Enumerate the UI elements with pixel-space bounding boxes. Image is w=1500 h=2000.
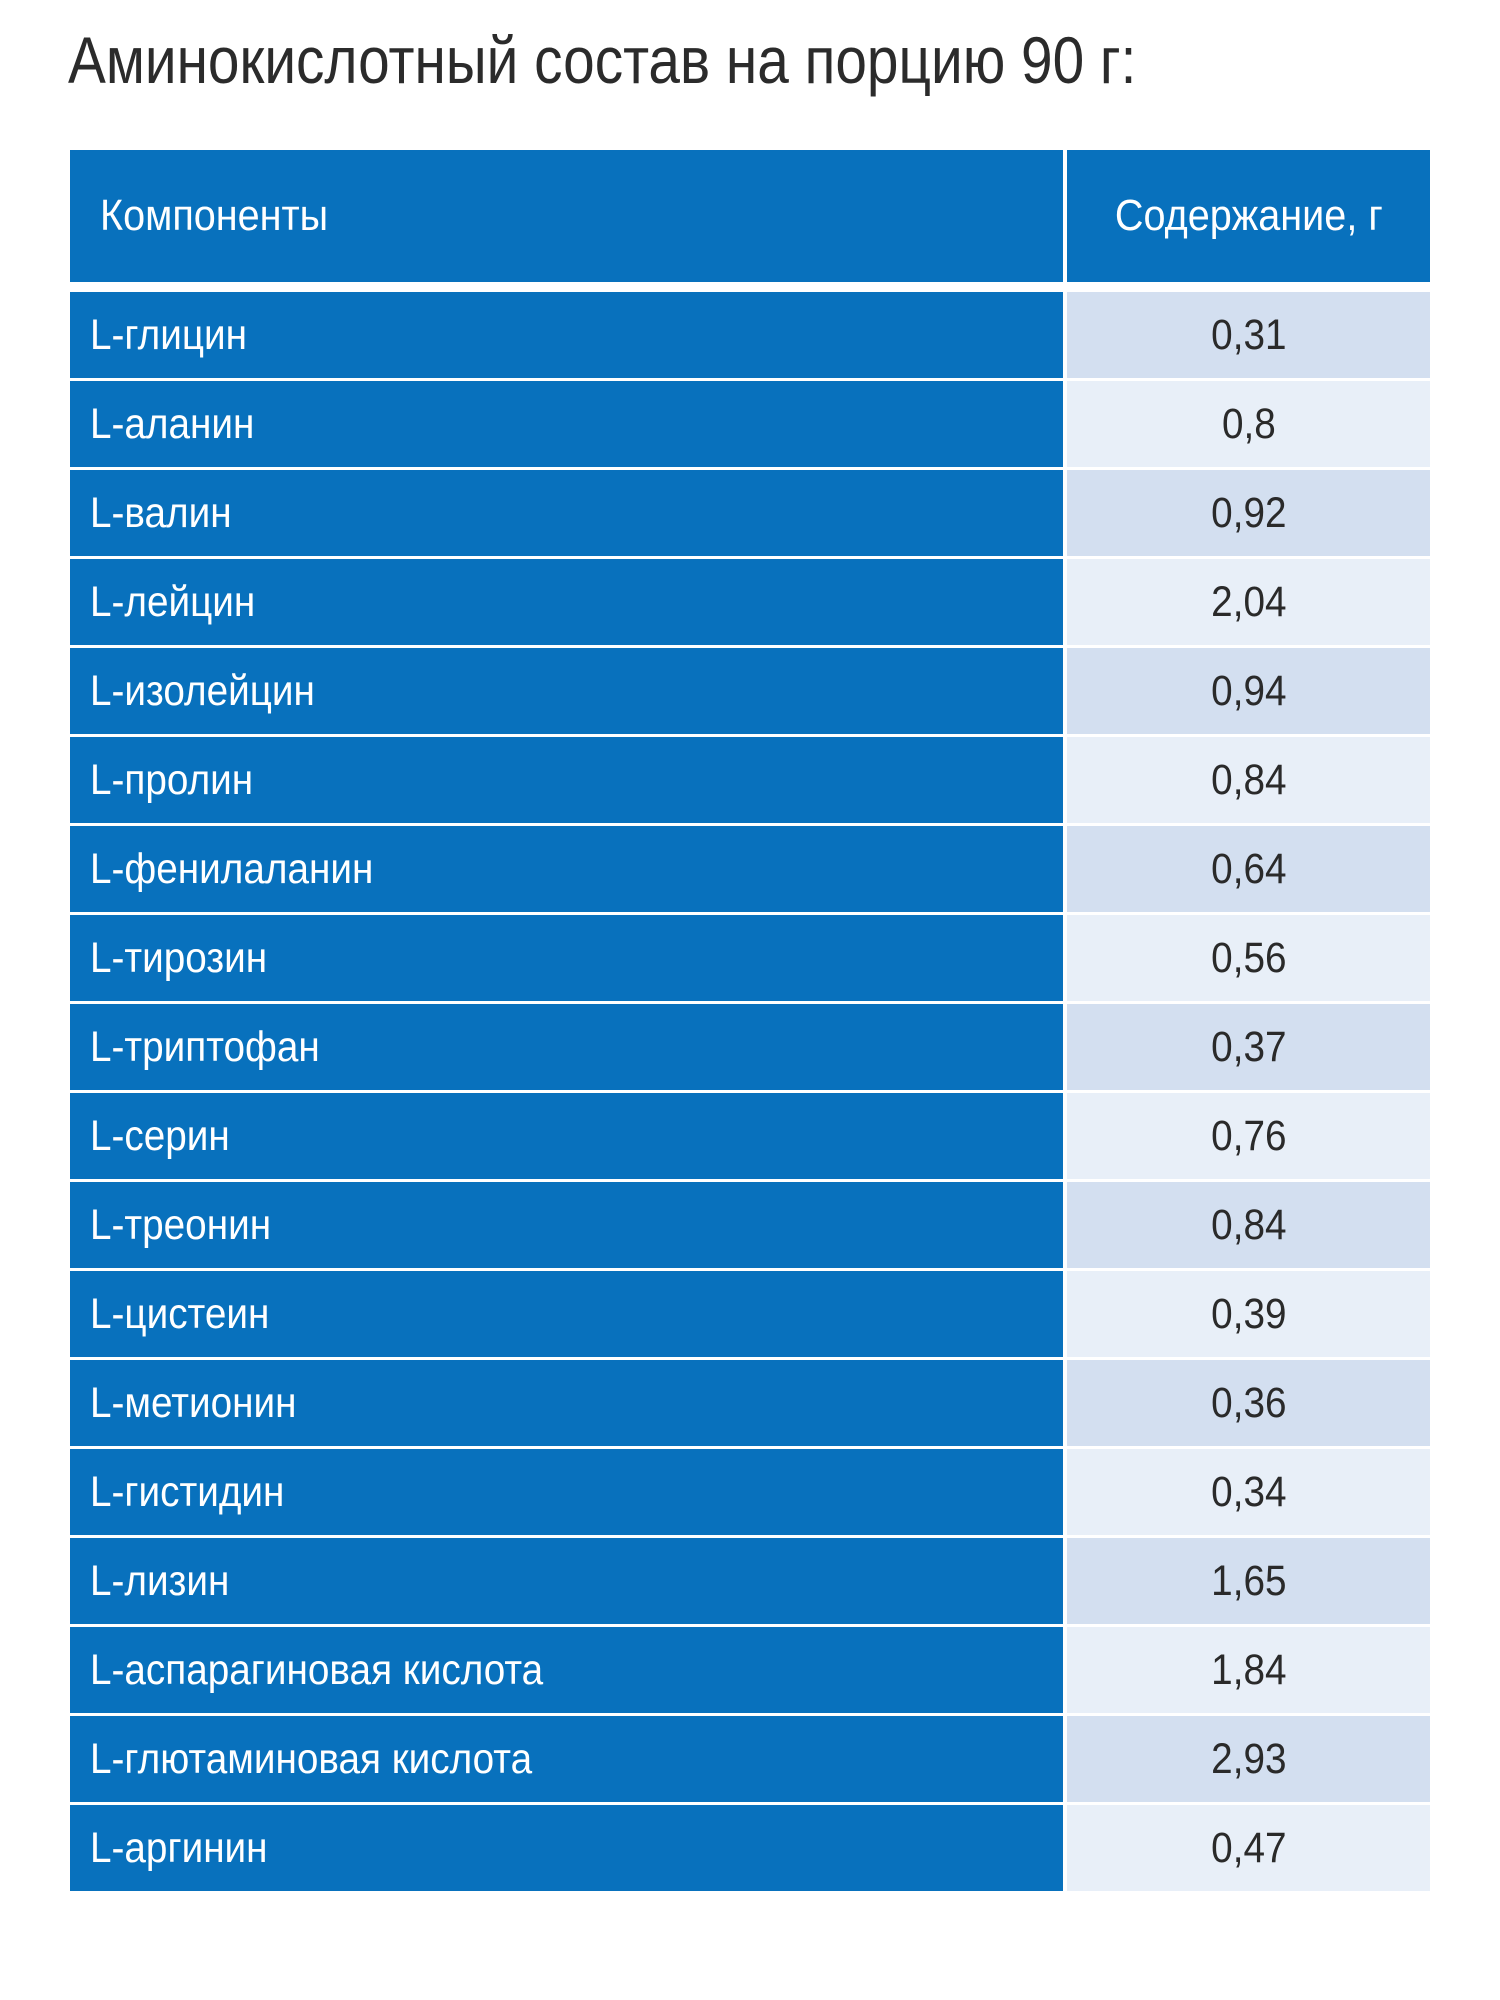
table-row: L-метионин 0,36 <box>70 1360 1430 1446</box>
table-row: L-серин 0,76 <box>70 1093 1430 1179</box>
component-name: L-аланин <box>90 399 255 448</box>
component-name-cell: L-лейцин <box>70 559 1063 645</box>
table-row: L-глютаминовая кислота 2,93 <box>70 1716 1430 1802</box>
component-value-cell: 0,36 <box>1067 1360 1430 1446</box>
component-name: L-метионин <box>90 1378 297 1427</box>
component-name: L-глютаминовая кислота <box>90 1734 533 1783</box>
component-name-cell: L-фенилаланин <box>70 826 1063 912</box>
table-row: L-аспарагиновая кислота 1,84 <box>70 1627 1430 1713</box>
component-value-cell: 0,94 <box>1067 648 1430 734</box>
component-value: 0,84 <box>1210 1200 1287 1249</box>
page-title: Аминокислотный состав на порцию 90 г: <box>68 23 1137 97</box>
component-value: 0,84 <box>1210 755 1287 804</box>
component-value-cell: 1,65 <box>1067 1538 1430 1624</box>
component-value-cell: 0,84 <box>1067 737 1430 823</box>
table-row: L-лейцин 2,04 <box>70 559 1430 645</box>
component-value-cell: 0,84 <box>1067 1182 1430 1268</box>
component-value: 0,31 <box>1210 310 1287 359</box>
table-row: L-фенилаланин 0,64 <box>70 826 1430 912</box>
component-name-cell: L-треонин <box>70 1182 1063 1268</box>
component-name: L-треонин <box>90 1200 272 1249</box>
component-name: L-серин <box>90 1111 230 1160</box>
component-value-cell: 2,04 <box>1067 559 1430 645</box>
table-row: L-пролин 0,84 <box>70 737 1430 823</box>
component-name-cell: L-аспарагиновая кислота <box>70 1627 1063 1713</box>
header-components: Компоненты <box>70 150 1063 282</box>
component-value: 0,37 <box>1210 1022 1287 1071</box>
component-value-cell: 1,84 <box>1067 1627 1430 1713</box>
component-value: 0,36 <box>1210 1378 1287 1427</box>
table-row: L-лизин 1,65 <box>70 1538 1430 1624</box>
component-value: 0,34 <box>1210 1467 1287 1516</box>
component-name: L-валин <box>90 488 232 537</box>
component-value: 0,92 <box>1210 488 1287 537</box>
component-name: L-лизин <box>90 1556 230 1605</box>
component-name-cell: L-аланин <box>70 381 1063 467</box>
component-value: 0,39 <box>1210 1289 1287 1338</box>
component-name-cell: L-аргинин <box>70 1805 1063 1891</box>
component-value: 1,84 <box>1210 1645 1287 1694</box>
component-name-cell: L-метионин <box>70 1360 1063 1446</box>
component-name: L-аргинин <box>90 1823 268 1872</box>
component-name-cell: L-лизин <box>70 1538 1063 1624</box>
table-row: L-гистидин 0,34 <box>70 1449 1430 1535</box>
component-value: 1,65 <box>1210 1556 1287 1605</box>
component-value: 2,93 <box>1210 1734 1287 1783</box>
component-value-cell: 2,93 <box>1067 1716 1430 1802</box>
component-value: 0,64 <box>1210 844 1287 893</box>
table-row: L-аланин 0,8 <box>70 381 1430 467</box>
component-value: 0,56 <box>1210 933 1287 982</box>
component-value-cell: 0,31 <box>1067 292 1430 378</box>
component-value-cell: 0,76 <box>1067 1093 1430 1179</box>
component-name: L-изолейцин <box>90 666 315 715</box>
component-value: 0,47 <box>1210 1823 1287 1872</box>
table-header-row: Компоненты Содержание, г <box>70 150 1430 282</box>
component-name-cell: L-глицин <box>70 292 1063 378</box>
table-row: L-глицин 0,31 <box>70 292 1430 378</box>
table-row: L-валин 0,92 <box>70 470 1430 556</box>
component-value: 0,94 <box>1210 666 1287 715</box>
component-name: L-триптофан <box>90 1022 320 1071</box>
table-row: L-треонин 0,84 <box>70 1182 1430 1268</box>
component-name-cell: L-тирозин <box>70 915 1063 1001</box>
header-components-label: Компоненты <box>100 191 329 240</box>
component-value-cell: 0,64 <box>1067 826 1430 912</box>
table-row: L-цистеин 0,39 <box>70 1271 1430 1357</box>
component-name-cell: L-гистидин <box>70 1449 1063 1535</box>
component-name: L-аспарагиновая кислота <box>90 1645 544 1694</box>
component-name-cell: L-серин <box>70 1093 1063 1179</box>
component-name-cell: L-пролин <box>70 737 1063 823</box>
component-name-cell: L-валин <box>70 470 1063 556</box>
component-value-cell: 0,37 <box>1067 1004 1430 1090</box>
component-value-cell: 0,47 <box>1067 1805 1430 1891</box>
header-content-label: Содержание, г <box>1114 191 1383 240</box>
component-name: L-фенилаланин <box>90 844 374 893</box>
component-value: 2,04 <box>1210 577 1287 626</box>
amino-acid-table: Компоненты Содержание, г L-глицин 0,31 L… <box>70 150 1430 1894</box>
table-row: L-тирозин 0,56 <box>70 915 1430 1001</box>
component-value-cell: 0,92 <box>1067 470 1430 556</box>
table-row: L-изолейцин 0,94 <box>70 648 1430 734</box>
component-name: L-цистеин <box>90 1289 270 1338</box>
table-row: L-триптофан 0,37 <box>70 1004 1430 1090</box>
component-name: L-лейцин <box>90 577 256 626</box>
component-name: L-тирозин <box>90 933 268 982</box>
component-name: L-пролин <box>90 755 254 804</box>
header-content: Содержание, г <box>1067 150 1430 282</box>
component-name-cell: L-изолейцин <box>70 648 1063 734</box>
component-value-cell: 0,56 <box>1067 915 1430 1001</box>
component-name-cell: L-триптофан <box>70 1004 1063 1090</box>
component-value-cell: 0,34 <box>1067 1449 1430 1535</box>
component-value-cell: 0,8 <box>1067 381 1430 467</box>
component-name-cell: L-цистеин <box>70 1271 1063 1357</box>
component-value-cell: 0,39 <box>1067 1271 1430 1357</box>
component-name: L-глицин <box>90 310 248 359</box>
component-name: L-гистидин <box>90 1467 285 1516</box>
component-value: 0,76 <box>1210 1111 1287 1160</box>
table-row: L-аргинин 0,47 <box>70 1805 1430 1891</box>
component-value: 0,8 <box>1221 399 1276 448</box>
component-name-cell: L-глютаминовая кислота <box>70 1716 1063 1802</box>
